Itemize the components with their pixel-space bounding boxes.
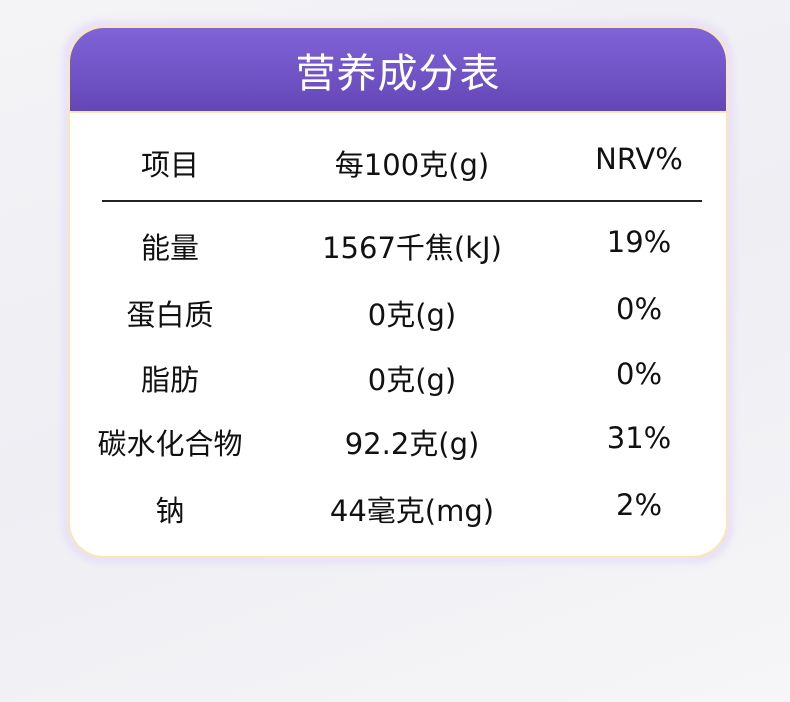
cell-value: 92.2克(g) xyxy=(344,427,480,461)
header-divider xyxy=(102,200,702,202)
cell-item: 碳水化合物 xyxy=(97,427,243,461)
cell-item: 能量 xyxy=(140,231,200,265)
column-header-nrv: NRV% xyxy=(595,142,683,176)
cell-item: 蛋白质 xyxy=(126,298,214,332)
cell-nrv: 31% xyxy=(606,421,672,455)
cell-nrv: 0% xyxy=(615,292,663,326)
nutrition-table: 营养成分表 项目 每100克(g) NRV% 能量 1567千焦(kJ) 19%… xyxy=(68,26,728,558)
cell-value: 0克(g) xyxy=(367,298,457,332)
table-row: 脂肪 0克(g) 0% xyxy=(70,357,726,397)
table-header-row: 项目 每100克(g) NRV% xyxy=(70,142,726,182)
cell-item: 钠 xyxy=(155,494,185,528)
column-header-item: 项目 xyxy=(140,148,200,182)
table-row: 能量 1567千焦(kJ) 19% xyxy=(70,225,726,265)
table-title: 营养成分表 xyxy=(70,28,726,113)
table-row: 碳水化合物 92.2克(g) 31% xyxy=(70,421,726,461)
table-row: 蛋白质 0克(g) 0% xyxy=(70,292,726,332)
cell-value: 0克(g) xyxy=(367,363,457,397)
cell-value: 1567千焦(kJ) xyxy=(322,231,502,265)
cell-item: 脂肪 xyxy=(140,363,200,397)
cell-value: 44毫克(mg) xyxy=(329,494,495,528)
cell-nrv: 2% xyxy=(615,488,663,522)
cell-nrv: 0% xyxy=(615,357,663,391)
table-row: 钠 44毫克(mg) 2% xyxy=(70,488,726,528)
cell-nrv: 19% xyxy=(606,225,672,259)
column-header-per100g: 每100克(g) xyxy=(334,148,490,182)
